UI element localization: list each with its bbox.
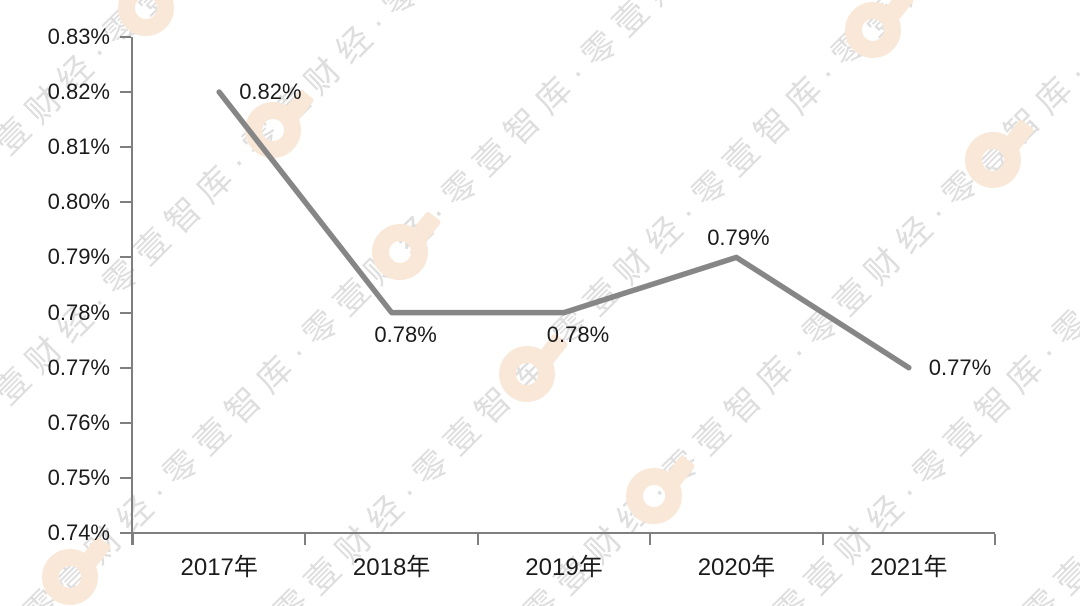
watermark-a-logo xyxy=(624,454,696,526)
watermark-a-logo xyxy=(963,118,1035,190)
y-tick-label: 0.80% xyxy=(47,189,110,214)
x-tick-label: 2019年 xyxy=(525,554,603,581)
y-axis-tick xyxy=(120,422,131,424)
data-label: 0.78% xyxy=(374,321,437,347)
data-label: 0.78% xyxy=(546,321,610,347)
y-axis-tick xyxy=(120,256,131,258)
y-axis-tick xyxy=(120,532,131,534)
y-tick-label: 0.82% xyxy=(47,79,110,104)
watermark-a-logo xyxy=(40,535,112,606)
x-axis-line xyxy=(131,532,995,534)
y-tick-label: 0.75% xyxy=(47,465,110,490)
y-tick-label: 0.79% xyxy=(47,244,110,269)
y-tick-label: 0.81% xyxy=(47,134,110,159)
x-tick-label: 2017年 xyxy=(180,554,258,581)
y-tick-label: 0.74% xyxy=(47,520,110,545)
x-axis-tick xyxy=(822,534,824,545)
data-label: 0.77% xyxy=(928,354,992,380)
trend-line xyxy=(216,89,912,371)
y-axis-tick xyxy=(120,367,131,369)
x-tick-label: 2020年 xyxy=(697,554,776,581)
data-label: 0.79% xyxy=(707,225,770,251)
watermark-a-logo xyxy=(497,332,569,404)
x-axis-tick xyxy=(477,534,479,545)
x-axis-tick xyxy=(132,534,134,545)
y-axis-line xyxy=(131,37,133,545)
y-axis-tick xyxy=(120,477,131,479)
y-axis-tick xyxy=(120,91,131,93)
x-tick-label: 2021年 xyxy=(870,554,948,581)
y-axis-tick xyxy=(120,312,131,314)
y-tick-label: 0.76% xyxy=(47,410,110,435)
y-axis-tick xyxy=(120,201,131,203)
y-tick-label: 0.78% xyxy=(47,300,110,325)
y-tick-label: 0.83% xyxy=(47,24,110,49)
y-tick-label: 0.77% xyxy=(47,355,110,380)
x-axis-tick xyxy=(994,534,996,545)
y-axis-tick xyxy=(120,36,131,38)
watermark-a-logo-ring xyxy=(499,346,555,402)
x-tick-label: 2018年 xyxy=(352,554,431,581)
x-axis-tick xyxy=(304,534,306,545)
y-axis-tick xyxy=(120,146,131,148)
data-label: 0.82% xyxy=(239,79,302,105)
watermark-a-logo xyxy=(116,0,188,38)
watermark-a-logo xyxy=(370,210,442,282)
x-axis-tick xyxy=(649,534,651,545)
watermark-a-logo xyxy=(843,0,915,60)
